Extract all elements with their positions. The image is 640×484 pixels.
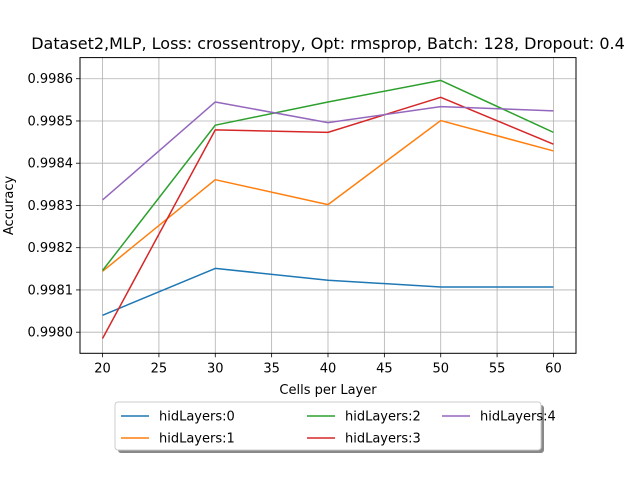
legend-label-0: hidLayers:0 [159,410,235,425]
x-axis-ticks: 20 25 30 35 40 45 50 55 60 [94,353,562,376]
x-tick-label: 50 [432,361,449,376]
x-tick-label: 20 [94,361,111,376]
y-axis-label: Accuracy [2,176,17,236]
series-line-3 [101,96,554,339]
legend-box [114,401,542,451]
series-lines [101,79,554,339]
legend-label-1: hidLayers:1 [159,432,235,447]
y-tick-label: 0.9983 [28,199,74,214]
series-line-1 [102,119,554,272]
legend-label-4: hidLayers:4 [480,410,556,425]
legend-label-3: hidLayers:3 [345,432,421,447]
series-line-0 [102,267,554,316]
x-tick-label: 35 [263,361,280,376]
x-tick-label: 25 [151,361,168,376]
x-tick-label: 45 [376,361,393,376]
series-line-4 [102,101,554,201]
y-tick-label: 0.9982 [28,241,74,256]
series-line-2 [101,79,554,271]
x-axis-label: Cells per Layer [279,383,377,398]
legend-label-2: hidLayers:2 [345,410,421,425]
y-tick-label: 0.9980 [28,326,74,341]
x-tick-label: 55 [489,361,506,376]
x-tick-label: 60 [545,361,562,376]
x-tick-label: 30 [207,361,224,376]
y-tick-label: 0.9985 [28,114,74,129]
x-tick-label: 40 [320,361,337,376]
y-axis-ticks: 0.9980 0.9981 0.9982 0.9983 0.9984 0.9985 0.99… [28,72,80,341]
y-tick-label: 0.9986 [28,72,74,87]
y-tick-label: 0.9981 [28,283,74,298]
legend: hidLayers:0 hidLayers:1 hidLayers:2 hidLaye… [114,401,556,453]
legend-items: hidLayers:0 hidLayers:1 hidLayers:2 hidLaye… [121,410,556,447]
chart-title: Dataset2,MLP, Loss: crossentropy, Opt: r… [31,34,625,53]
y-tick-label: 0.9984 [28,157,74,172]
